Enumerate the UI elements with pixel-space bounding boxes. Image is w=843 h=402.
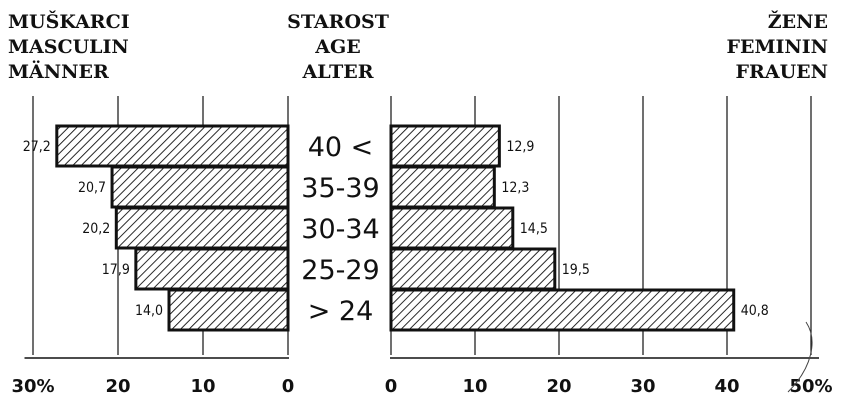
header-center: STAROST AGE ALTER (287, 11, 389, 83)
age-category-label: 30-34 (301, 214, 379, 245)
age-category-label: > 24 (308, 296, 374, 327)
bars (55, 124, 736, 332)
bar-women (389, 124, 501, 168)
header-left-line-3: MÄNNER (8, 60, 109, 83)
age-category-label: 40 < (308, 132, 374, 163)
left-tick-label: 20 (105, 376, 130, 397)
header-center-line-2: AGE (314, 36, 360, 58)
header-center-line-1: STAROST (287, 11, 389, 33)
value-label-men: 17,9 (102, 262, 130, 278)
category-labels: 40 < 35-39 30-34 25-29 > 24 (301, 132, 379, 327)
bar-men (114, 206, 290, 250)
right-tick-label: 20 (546, 376, 571, 397)
header-right-line-2: FEMININ (726, 36, 828, 58)
value-label-men: 20,2 (82, 221, 110, 237)
header-center-line-3: ALTER (302, 61, 374, 83)
header-left-line-1: MUŠKARCI (8, 10, 130, 33)
bar-men (110, 165, 290, 209)
header-left: MUŠKARCI MASCULIN MÄNNER (8, 10, 130, 83)
header-left-line-2: MASCULIN (8, 36, 129, 58)
bar-men (167, 288, 290, 332)
left-tick-label: 0 (282, 376, 295, 397)
right-tick-label: 40 (714, 376, 739, 397)
right-tick-label: 0 (385, 376, 398, 397)
value-label-men: 14,0 (135, 303, 163, 319)
right-tick-label: 10 (462, 376, 487, 397)
value-label-women: 19,5 (562, 262, 590, 278)
header-right-line-1: ŽENE (768, 10, 828, 33)
tick-labels: 0 10 20 30% 0 10 20 30 40 50% (11, 376, 832, 397)
value-label-women: 12,3 (501, 180, 529, 196)
age-category-label: 25-29 (301, 255, 379, 286)
bar-women (389, 288, 736, 332)
bar-men (55, 124, 290, 168)
bar-women (389, 247, 557, 291)
right-tick-label: 30 (630, 376, 655, 397)
header-right: ŽENE FEMININ FRAUEN (726, 10, 828, 83)
value-labels: 27,2 12,9 20,7 12,3 20,2 14,5 17,9 19,5 14,0 40,8 (23, 139, 769, 319)
pencil-mark (787, 321, 813, 393)
value-label-women: 12,9 (506, 139, 534, 155)
bar-women (389, 206, 515, 250)
age-category-label: 35-39 (301, 173, 379, 204)
bar-women (389, 165, 496, 209)
value-label-women: 14,5 (520, 221, 548, 237)
value-label-men: 27,2 (23, 139, 51, 155)
value-label-women: 40,8 (741, 303, 769, 319)
bar-men (134, 247, 290, 291)
left-tick-label: 30% (11, 376, 54, 397)
left-tick-label: 10 (190, 376, 215, 397)
right-tick-label: 50% (789, 376, 832, 397)
header-right-line-3: FRAUEN (736, 61, 828, 83)
value-label-men: 20,7 (78, 180, 106, 196)
